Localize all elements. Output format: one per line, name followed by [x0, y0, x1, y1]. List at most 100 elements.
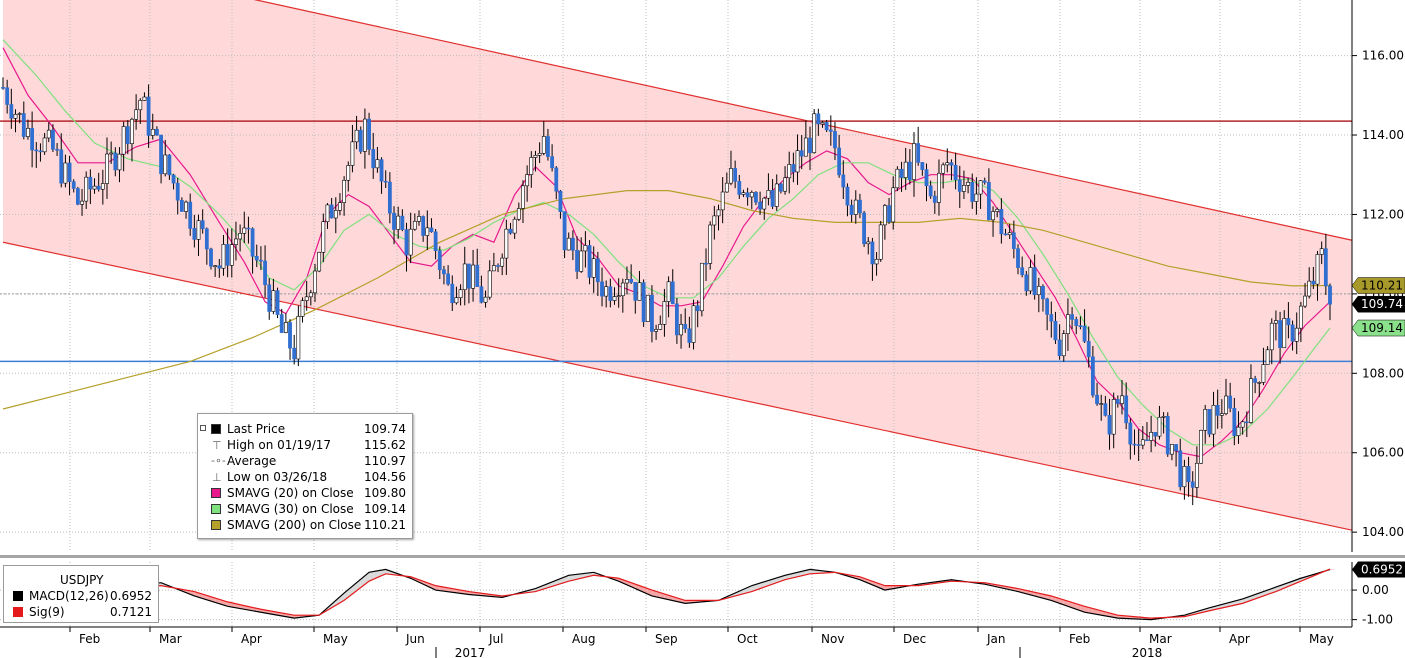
candle-body: [487, 270, 492, 298]
candle-body: [125, 126, 130, 145]
candle-body: [350, 141, 355, 166]
candle-body: [346, 165, 351, 181]
candle-body: [467, 263, 471, 289]
low-marker-icon: ⊥: [212, 471, 222, 484]
candle-body: [741, 192, 746, 195]
time-axis-month-label: Apr: [1229, 632, 1250, 646]
legend-smavg-20: SMAVG (20) on Close 109.80: [198, 485, 412, 501]
macd-last-value-label: 0.6952: [1361, 563, 1403, 577]
candle-body: [1290, 324, 1295, 342]
candle-body: [662, 301, 667, 325]
average-marker-icon: -∘-: [211, 454, 226, 467]
candle-body: [504, 228, 509, 259]
macd-legend: USDJPY MACD(12,26) 0.6952 Sig(9) 0.7121: [3, 565, 159, 623]
candle-body: [412, 220, 417, 230]
candle-body: [945, 162, 950, 166]
candle-body: [978, 180, 983, 195]
trend-channel-fill: [3, 0, 1352, 531]
candle-body: [1057, 339, 1062, 357]
candle-body: [1136, 444, 1141, 446]
candle-body: [770, 190, 775, 207]
candle-body: [9, 104, 14, 119]
candle-body: [650, 294, 654, 332]
candle-body: [600, 281, 604, 297]
candle-body: [1307, 280, 1312, 297]
candle-body: [321, 221, 326, 253]
candle-body: [363, 118, 367, 152]
macd-fill: [435, 585, 440, 591]
last-value-tag: 110.21: [1351, 277, 1405, 294]
candle-body: [283, 322, 288, 333]
macd-fill: [369, 571, 374, 582]
legend-label: Sig(9): [29, 605, 65, 619]
candle-body: [383, 180, 388, 183]
candle-body: [442, 269, 446, 275]
candle-body: [1257, 382, 1262, 384]
time-axis-month-label: Mar: [1149, 632, 1172, 646]
candle-body: [783, 177, 787, 192]
time-axis-month-label: Jan: [986, 632, 1006, 646]
candle-body: [67, 162, 72, 182]
candle-body: [766, 190, 771, 199]
candle-body: [895, 168, 900, 189]
candle-body: [1020, 267, 1025, 276]
macd-fill: [651, 590, 657, 597]
legend-value: 0.6952: [110, 589, 152, 603]
macd-fill: [810, 569, 815, 574]
candle-body: [192, 228, 197, 240]
candle-body: [683, 324, 688, 330]
candle-body: [333, 209, 338, 219]
candle-body: [550, 156, 555, 169]
candle-body: [225, 244, 230, 266]
macd-fill: [751, 584, 756, 592]
candle-body: [1319, 248, 1324, 255]
candle-body: [1228, 395, 1233, 409]
candle-body: [1161, 415, 1166, 418]
candle-body: [1132, 443, 1137, 446]
candle-body: [92, 185, 97, 190]
candle-body: [1215, 405, 1220, 416]
candle-body: [254, 255, 259, 261]
candle-body: [608, 286, 613, 301]
candle-body: [1253, 378, 1258, 383]
candle-body: [995, 208, 1000, 212]
legend-value: 115.62: [364, 438, 406, 452]
candle-body: [471, 264, 475, 289]
candle-body: [729, 168, 733, 184]
candle-body: [1099, 403, 1104, 405]
candle-body: [51, 129, 55, 150]
candle-body: [1111, 399, 1116, 435]
candle-body: [292, 347, 297, 360]
candle-body: [525, 174, 530, 187]
candle-body: [620, 282, 625, 297]
candle-body: [558, 190, 563, 212]
candle-body: [329, 204, 334, 219]
candle-body: [845, 186, 850, 206]
candle-body: [496, 265, 500, 267]
candle-body: [670, 281, 675, 305]
candle-body: [238, 233, 243, 240]
candle-body: [575, 249, 579, 272]
candle-body: [641, 282, 646, 322]
macd-axis-label: 0.00: [1362, 583, 1389, 597]
collapse-icon[interactable]: [200, 425, 206, 431]
macd-fill: [1084, 606, 1089, 613]
macd-fill: [755, 583, 761, 591]
candle-body: [1274, 320, 1278, 324]
candle-body: [213, 265, 218, 268]
candle-body: [155, 128, 159, 136]
legend-label: SMAVG (200) on Close: [227, 518, 362, 532]
candle-body: [342, 179, 347, 203]
candle-body: [159, 134, 163, 175]
candle-body: [874, 258, 879, 265]
candle-body: [808, 137, 812, 153]
last-value-tag-bg: [1351, 277, 1405, 294]
macd-panel: [0, 562, 1352, 627]
legend-signal: Sig(9) 0.7121: [4, 604, 158, 620]
candle-body: [1082, 325, 1087, 342]
candle-body: [458, 289, 463, 299]
candle-body: [882, 205, 887, 226]
candle-body: [1128, 422, 1133, 445]
candle-body: [903, 161, 908, 178]
candle-body: [325, 204, 330, 222]
